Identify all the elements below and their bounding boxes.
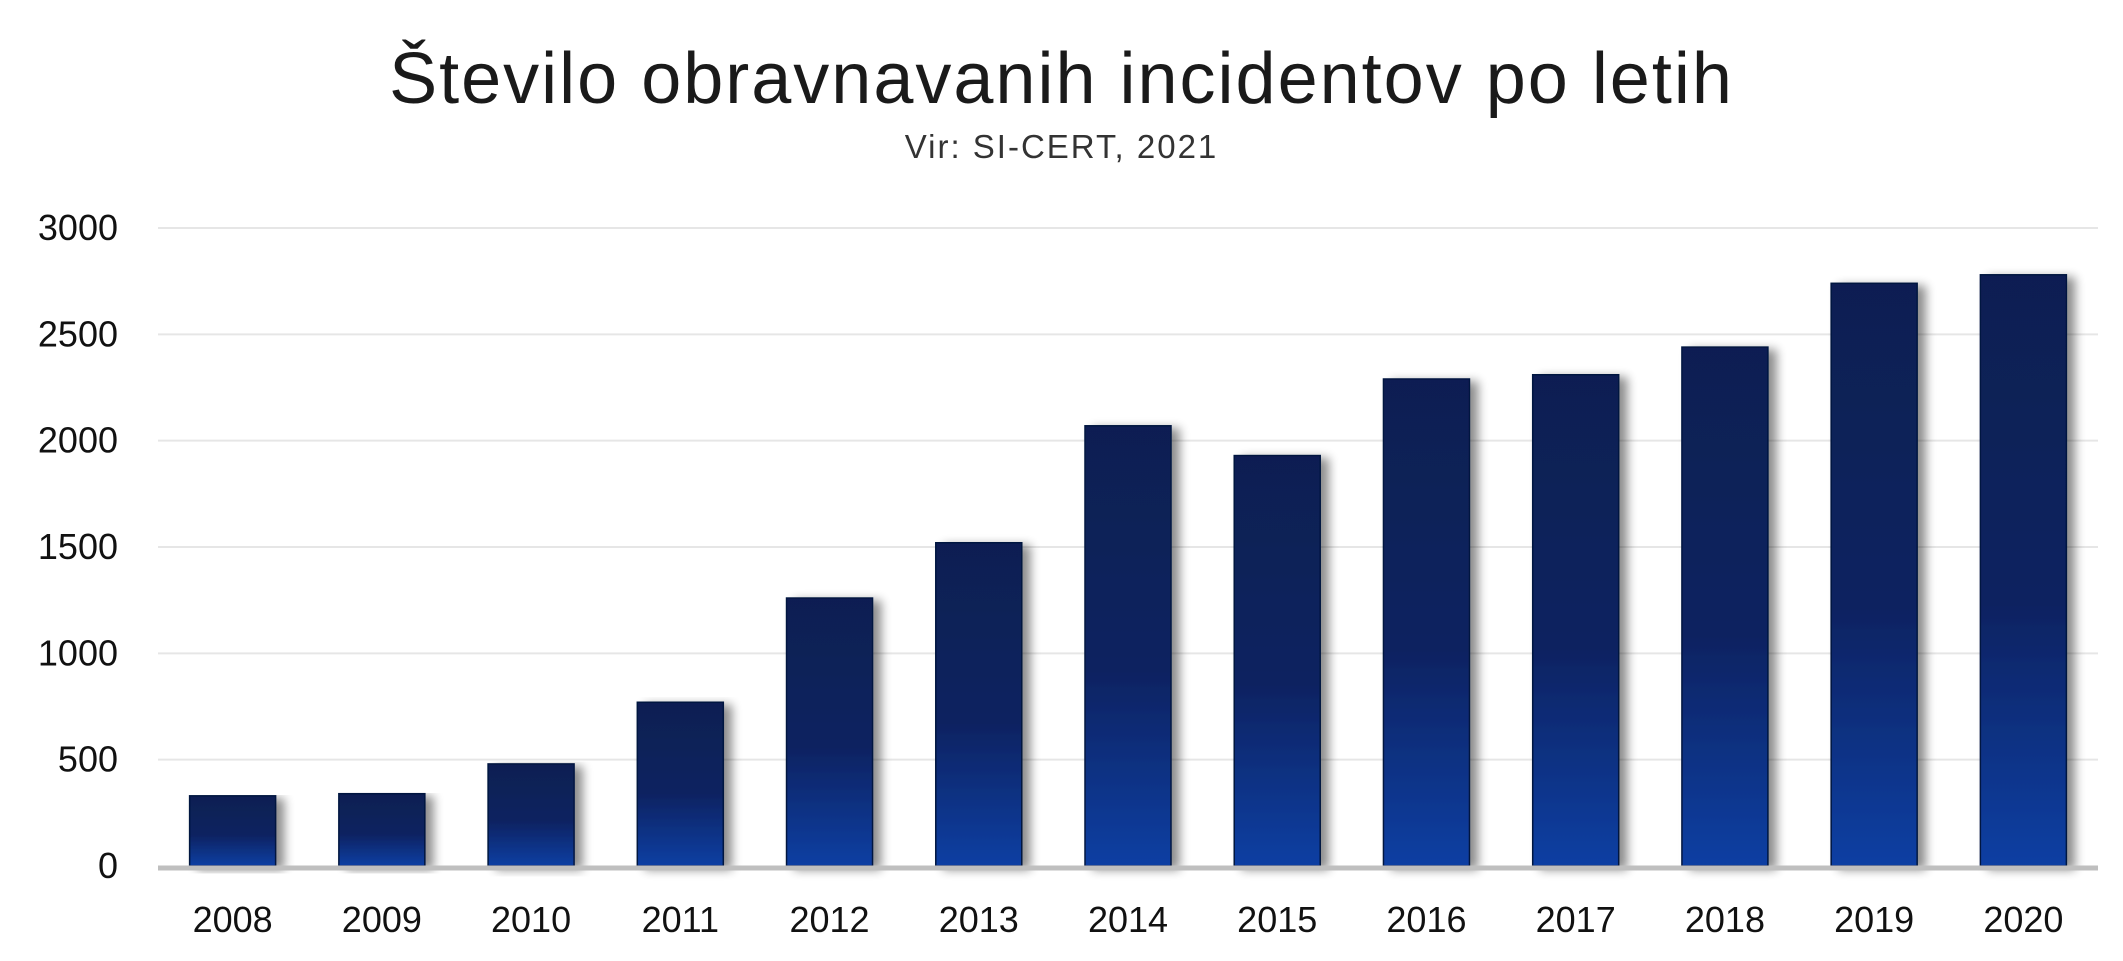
bar-2019 (1830, 282, 1918, 867)
chart-subtitle: Vir: SI-CERT, 2021 (904, 128, 1219, 165)
x-tick-label: 2016 (1386, 899, 1466, 940)
x-tick-label: 2017 (1536, 899, 1616, 940)
bar-2013 (935, 541, 1023, 867)
y-tick-label: 2000 (38, 420, 118, 461)
y-tick-label: 1000 (38, 632, 118, 673)
bar-2010 (487, 763, 575, 867)
x-tick-label: 2019 (1834, 899, 1914, 940)
bar-2015 (1233, 454, 1321, 867)
bar-2016 (1382, 378, 1471, 867)
bar-2008 (188, 795, 277, 867)
x-tick-label: 2010 (491, 899, 571, 940)
y-tick-label: 1500 (38, 526, 118, 567)
x-tick-label: 2013 (939, 899, 1019, 940)
bar-2014 (1084, 425, 1172, 867)
x-tick-label: 2008 (193, 899, 273, 940)
bar-2018 (1681, 346, 1769, 867)
x-tick-label: 2012 (789, 899, 869, 940)
bars (188, 274, 2068, 867)
chart-title: Število obravnavanih incidentov po letih (389, 39, 1734, 119)
bar-2011 (636, 701, 725, 867)
bar-2017 (1531, 373, 1620, 867)
bar-2009 (338, 792, 426, 867)
x-tick-label: 2015 (1237, 899, 1317, 940)
tick-labels: 0 500 1000 1500 2000 2500 3000 2008 2009 2010 2011… (38, 207, 2064, 940)
x-tick-label: 2011 (642, 899, 719, 940)
x-tick-label: 2020 (1983, 899, 2063, 940)
y-tick-label: 500 (58, 739, 118, 780)
bar-2012 (785, 597, 874, 867)
y-tick-label: 2500 (38, 313, 118, 354)
x-tick-label: 2014 (1088, 899, 1168, 940)
bar-2020 (1979, 274, 2068, 867)
x-tick-label: 2018 (1685, 899, 1765, 940)
y-tick-label: 0 (98, 845, 118, 886)
x-tick-label: 2009 (342, 899, 422, 940)
y-tick-label: 3000 (38, 207, 118, 248)
